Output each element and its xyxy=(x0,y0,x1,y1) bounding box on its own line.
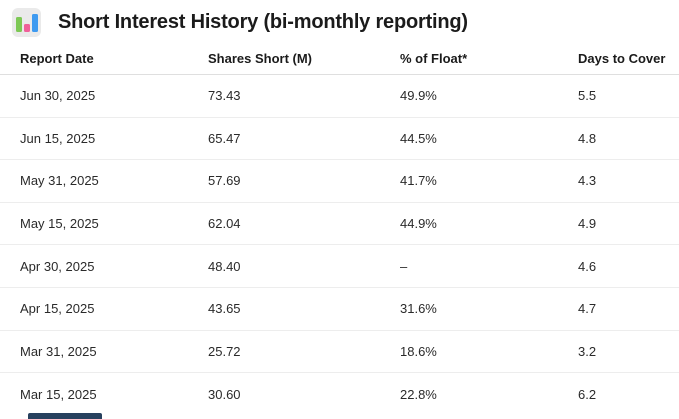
table-row: Apr 15, 2025 43.65 31.6% 4.7 xyxy=(0,288,679,331)
table-cell: Jun 15, 2025 xyxy=(20,130,96,146)
table-cell: 4.7 xyxy=(578,301,597,317)
table-cell: 31.6% xyxy=(400,301,437,317)
table-cell: 4.9 xyxy=(578,216,597,232)
table-cell: 6.2 xyxy=(578,386,597,402)
table-cell: 30.60 xyxy=(208,386,241,402)
table-cell: 5.5 xyxy=(578,88,597,104)
bar-chart-icon-blue-bar xyxy=(31,14,38,32)
title-row: Short Interest History (bi-monthly repor… xyxy=(0,0,679,37)
table-cell: 65.47 xyxy=(208,130,241,146)
table-row: May 15, 2025 62.04 44.9% 4.9 xyxy=(0,203,679,246)
table-row: Apr 30, 2025 48.40 – 4.6 xyxy=(0,245,679,288)
table-cell: 44.9% xyxy=(400,216,437,232)
table-cell: 43.65 xyxy=(208,301,241,317)
table-cell: 44.5% xyxy=(400,130,437,146)
table-cell: 25.72 xyxy=(208,343,241,359)
table-cell: Jun 30, 2025 xyxy=(20,88,96,104)
table-cell: 62.04 xyxy=(208,216,241,232)
table-header-row: Report Date Shares Short (M) % of Float* Da… xyxy=(0,43,679,75)
table-cell: 4.8 xyxy=(578,130,597,146)
table-row: May 31, 2025 57.69 41.7% 4.3 xyxy=(0,160,679,203)
column-header-3: Days to Cover xyxy=(578,51,666,66)
table-cell: Apr 15, 2025 xyxy=(20,301,95,317)
table-row: Jun 30, 2025 73.43 49.9% 5.5 xyxy=(0,75,679,118)
table-row: Jun 15, 2025 65.47 44.5% 4.8 xyxy=(0,118,679,161)
table-cell: Mar 31, 2025 xyxy=(20,343,97,359)
table-body: Jun 30, 2025 73.43 49.9% 5.5 Jun 15, 2025 65.… xyxy=(0,75,679,416)
table-row: Mar 15, 2025 30.60 22.8% 6.2 xyxy=(0,373,679,416)
table-cell: 4.3 xyxy=(578,173,597,189)
table-cell: 48.40 xyxy=(208,258,241,274)
table-cell: 73.43 xyxy=(208,88,241,104)
table-cell: 3.2 xyxy=(578,343,597,359)
table-row: Mar 31, 2025 25.72 18.6% 3.2 xyxy=(0,331,679,374)
short-interest-table: Report Date Shares Short (M) % of Float* Da… xyxy=(0,43,679,416)
table-cell: Mar 15, 2025 xyxy=(20,386,97,402)
table-cell: Apr 30, 2025 xyxy=(20,258,95,274)
table-cell: 4.6 xyxy=(578,258,597,274)
table-cell: May 31, 2025 xyxy=(20,173,99,189)
table-cell: – xyxy=(400,258,408,274)
column-header-2: % of Float* xyxy=(400,51,468,66)
page-title: Short Interest History (bi-monthly repor… xyxy=(58,11,468,33)
table-cell: 49.9% xyxy=(400,88,437,104)
bar-chart-icon-green-bar xyxy=(15,17,22,32)
table-cell: May 15, 2025 xyxy=(20,216,99,232)
table-cell: 57.69 xyxy=(208,173,241,189)
column-header-1: Shares Short (M) xyxy=(208,51,313,66)
column-header-0: Report Date xyxy=(20,51,94,66)
partial-bottom-element xyxy=(28,413,102,419)
table-cell: 18.6% xyxy=(400,343,437,359)
bar-chart-icon xyxy=(12,8,41,37)
table-cell: 22.8% xyxy=(400,386,437,402)
bar-chart-icon-pink-bar xyxy=(23,24,30,32)
table-cell: 41.7% xyxy=(400,173,437,189)
